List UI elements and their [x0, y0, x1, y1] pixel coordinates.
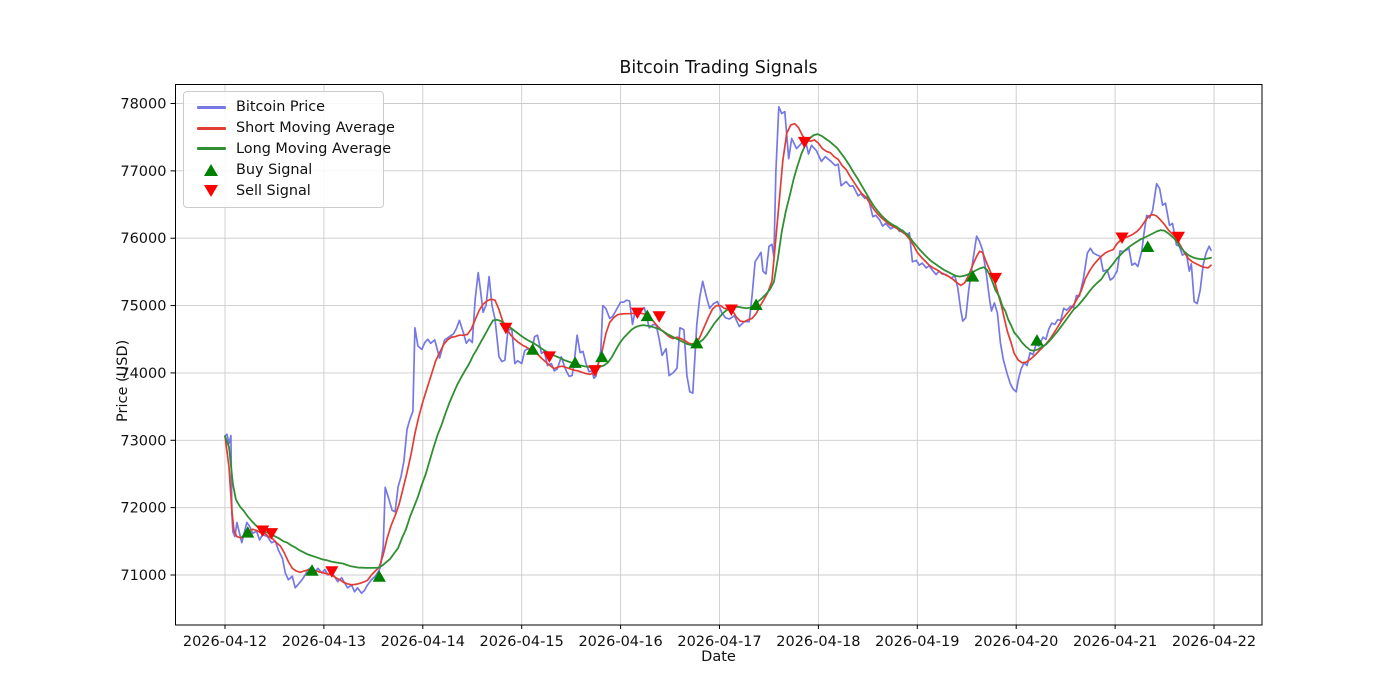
x-tick-label: 2026-04-13: [282, 634, 366, 650]
buy-marker: [525, 343, 540, 355]
sell-triangle-icon: [193, 184, 229, 197]
buy-marker: [966, 270, 980, 282]
sell-marker: [1171, 231, 1185, 244]
x-tick-label: 2026-04-17: [677, 634, 761, 650]
x-tick-label: 2026-04-16: [578, 634, 662, 650]
buy-triangle-icon: [193, 163, 229, 176]
x-tick-label: 2026-04-18: [776, 634, 860, 650]
sell-marker: [724, 304, 738, 317]
x-tick-label: 2026-04-12: [183, 634, 267, 650]
sell-marker: [542, 351, 556, 363]
sell-marker: [499, 322, 513, 335]
buy-marker: [241, 526, 255, 538]
sell-marker: [988, 272, 1003, 285]
x-tick-label: 2026-04-22: [1172, 634, 1256, 650]
y-tick-label: 76000: [120, 231, 166, 247]
y-tick-label: 71000: [120, 568, 166, 584]
sell-marker: [325, 566, 339, 578]
y-tick-label: 72000: [120, 501, 166, 517]
sell-marker: [588, 365, 602, 377]
x-tick-label: 2026-04-20: [974, 634, 1058, 650]
legend-label: Sell Signal: [236, 182, 311, 199]
legend-item-short-ma: Short Moving Average: [193, 118, 395, 139]
long-moving-average-line: [224, 133, 1212, 569]
chart-title: Bitcoin Trading Signals: [619, 58, 818, 78]
legend-label: Buy Signal: [236, 161, 313, 178]
sell-marker: [797, 136, 812, 149]
y-axis-label: Price (USD): [115, 339, 131, 422]
buy-marker: [1141, 240, 1155, 253]
short-ma-line-swatch-icon: [193, 126, 229, 130]
x-tick-label: 2026-04-14: [381, 634, 465, 650]
legend-item-sell-signal: Sell Signal: [193, 180, 373, 201]
buy-marker: [372, 570, 386, 582]
buy-marker: [305, 564, 319, 576]
sell-marker: [1115, 232, 1129, 244]
buy-marker: [690, 336, 704, 349]
legend-label: Short Moving Average: [236, 120, 395, 137]
price-line-swatch-icon: [193, 105, 229, 109]
y-tick-label: 73000: [120, 433, 166, 449]
bitcoin-price-line: [224, 106, 1212, 595]
long-ma-line-swatch-icon: [193, 147, 229, 151]
y-tick-label: 74000: [120, 366, 166, 382]
legend-item-long-ma: Long Moving Average: [193, 139, 391, 160]
x-axis-label: Date: [701, 649, 736, 665]
legend-label: Bitcoin Price: [236, 99, 326, 116]
y-tick-label: 78000: [120, 97, 166, 113]
y-tick-label: 75000: [120, 299, 166, 315]
x-tick-label: 2026-04-19: [875, 634, 959, 650]
legend-item-bitcoin-price: Bitcoin Price: [193, 97, 373, 118]
axes-spines: [175, 84, 1263, 626]
buy-marker: [568, 356, 582, 368]
buy-marker: [749, 298, 763, 310]
buy-marker: [640, 309, 654, 322]
buy-marker: [595, 350, 609, 363]
sell-marker: [264, 528, 279, 540]
x-tick-label: 2026-04-21: [1073, 634, 1157, 650]
y-tick-label: 77000: [120, 164, 166, 180]
legend: Bitcoin Price Short Moving Average Long …: [183, 91, 395, 208]
legend-item-buy-signal: Buy Signal: [193, 159, 373, 180]
sell-marker: [630, 307, 645, 320]
x-tick-label: 2026-04-15: [480, 634, 564, 650]
sell-marker: [652, 311, 666, 323]
legend-label: Long Moving Average: [236, 140, 392, 157]
buy-marker: [1030, 334, 1044, 346]
